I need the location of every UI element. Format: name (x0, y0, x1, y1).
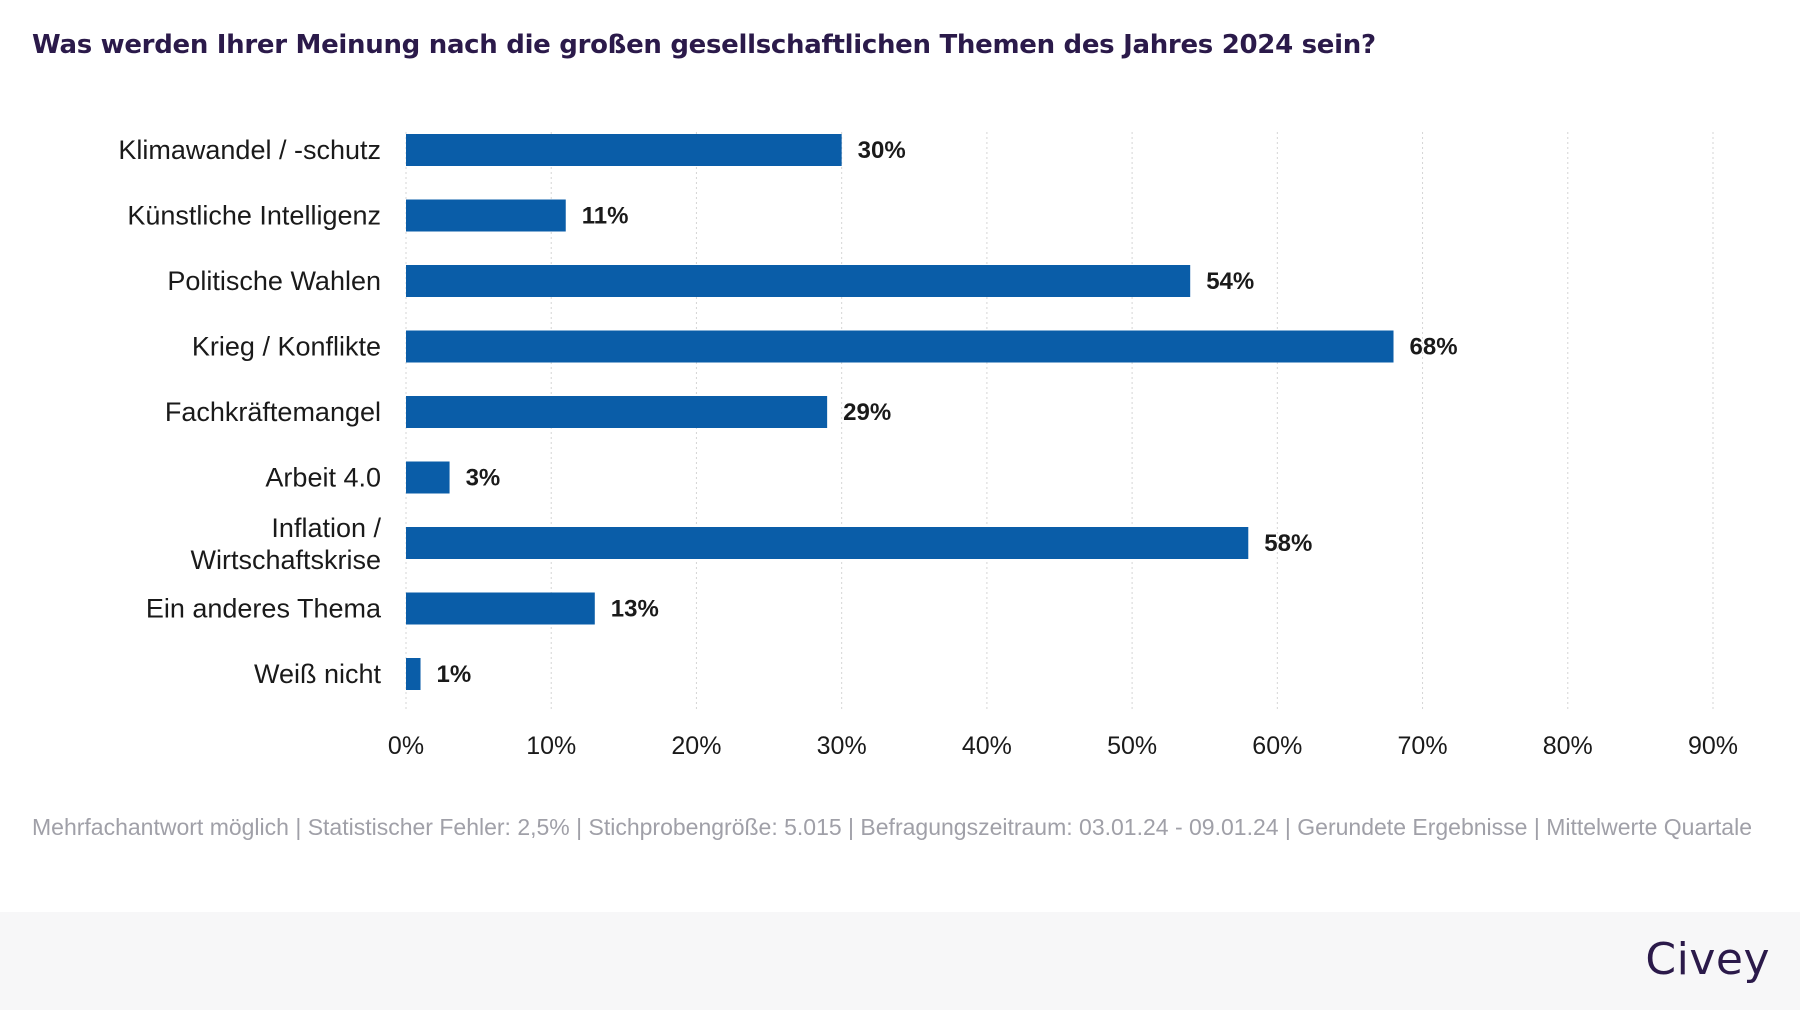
value-label: 58% (1264, 530, 1312, 557)
bar[interactable] (406, 592, 595, 625)
value-label: 29% (843, 399, 891, 426)
x-axis-ticks: 0% 10% 20% 30% 40% 50% 60% 70% 80% 90% (388, 732, 1738, 760)
x-tick-label: 60% (1252, 732, 1302, 760)
value-label: 13% (611, 596, 659, 623)
x-tick-label: 70% (1398, 732, 1448, 760)
category-label: Weiß nicht (254, 659, 382, 689)
category-label: Künstliche Intelligenz (127, 201, 381, 231)
x-tick-label: 0% (388, 732, 424, 760)
category-label: Inflation / Wirtschaftskrise (190, 513, 381, 575)
category-label: Klimawandel / -schutz (118, 135, 381, 165)
x-tick-label: 80% (1543, 732, 1593, 760)
category-label: Politische Wahlen (167, 266, 381, 296)
category-label: Fachkräftemangel (165, 397, 381, 427)
value-label: 3% (466, 465, 501, 492)
bar-chart: Klimawandel / -schutz Künstliche Intellig… (118, 132, 1738, 760)
bar[interactable] (406, 461, 450, 494)
bar[interactable] (406, 527, 1249, 559)
survey-footnote: Mehrfachantwort möglich | Statistischer … (32, 814, 1752, 840)
footer-bar: Civey (0, 912, 1800, 1010)
category-label: Krieg / Konflikte (192, 332, 381, 362)
bar[interactable] (406, 330, 1394, 363)
x-tick-label: 50% (1107, 732, 1157, 760)
x-tick-label: 40% (962, 732, 1012, 760)
civey-logo[interactable]: Civey (1645, 934, 1770, 985)
chart-title: Was werden Ihrer Meinung nach die großen… (32, 30, 1376, 60)
value-label: 11% (582, 203, 629, 230)
value-label: 1% (437, 661, 472, 688)
value-label: 68% (1410, 334, 1458, 361)
x-tick-label: 10% (526, 732, 576, 760)
bar[interactable] (406, 134, 842, 166)
x-tick-label: 30% (817, 732, 867, 760)
bar[interactable] (406, 265, 1191, 297)
category-label: Ein anderes Thema (146, 594, 382, 624)
bars (406, 134, 1394, 690)
bar[interactable] (406, 658, 421, 690)
category-label: Arbeit 4.0 (265, 463, 381, 493)
x-tick-label: 90% (1688, 732, 1738, 760)
value-label: 54% (1206, 268, 1254, 295)
category-labels: Klimawandel / -schutz Künstliche Intellig… (118, 135, 382, 689)
value-label: 30% (858, 137, 906, 164)
bar[interactable] (406, 396, 828, 428)
value-labels: 30% 11% 54% 68% 29% 3% 58% 13% 1% (437, 137, 1458, 688)
bar[interactable] (406, 199, 566, 232)
x-tick-label: 20% (671, 732, 721, 760)
